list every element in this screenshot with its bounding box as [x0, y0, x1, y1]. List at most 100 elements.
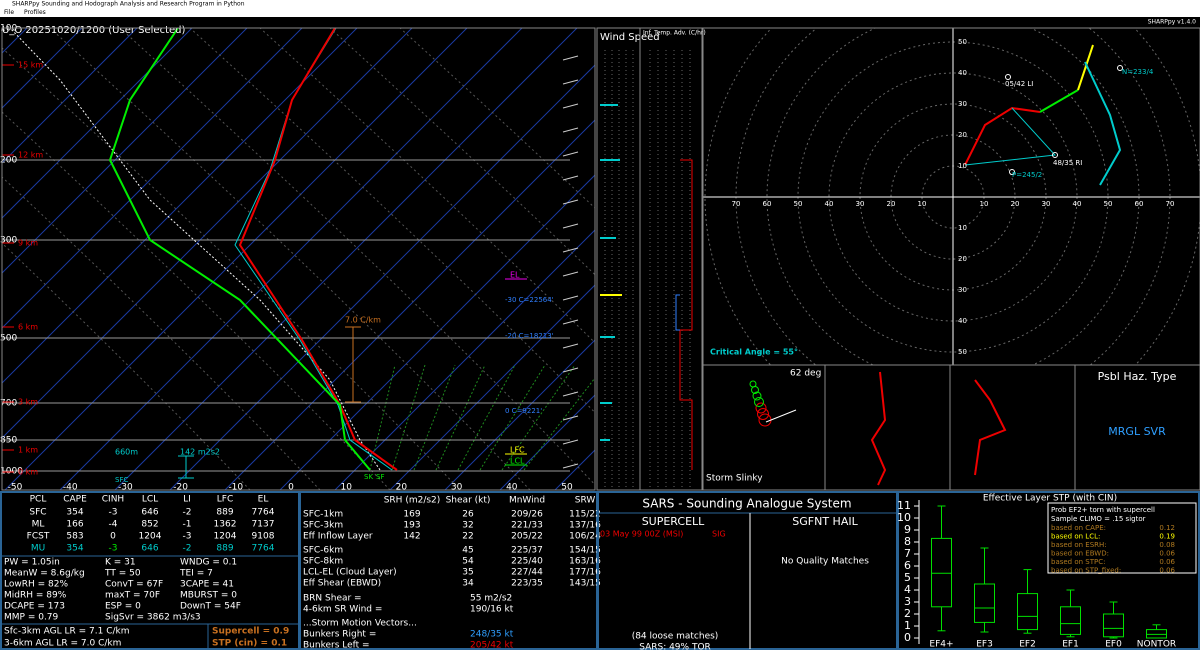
- label: 583: [66, 532, 83, 542]
- label: 169: [403, 510, 420, 520]
- label: 1362: [214, 520, 237, 530]
- label: 889: [216, 544, 233, 554]
- label: SFC-8km: [303, 557, 343, 567]
- label: SF: [376, 473, 384, 481]
- parcel-label: LCL: [510, 457, 525, 466]
- label: 106/24: [569, 532, 601, 542]
- wind-barb: [562, 343, 579, 349]
- isotherm: [334, 229, 595, 490]
- label: 4-6km SR Wind =: [303, 605, 382, 615]
- wind-barb: [562, 151, 579, 157]
- label: DownT = 54F: [180, 602, 241, 612]
- label: MidRH = 89%: [4, 591, 67, 601]
- label: 7764: [252, 544, 275, 554]
- x-tick-label: EF3: [976, 640, 993, 650]
- label: -4: [109, 520, 118, 530]
- level-label: 0 C=9221': [505, 407, 542, 415]
- label: 0.12: [1159, 524, 1175, 532]
- ring-label: 70: [1166, 200, 1175, 208]
- label: 177/16: [569, 568, 601, 578]
- temp-label: -10: [228, 483, 243, 493]
- wind-barb: [562, 103, 579, 109]
- window-title: SHARPpy Sounding and Hodograph Analysis …: [12, 1, 245, 8]
- mixing-line: [413, 364, 456, 471]
- label: ESP = 0: [105, 602, 141, 612]
- label: 646: [141, 508, 158, 518]
- wind-barb: [562, 295, 579, 301]
- label: STP (cin) = 0.1: [212, 639, 287, 649]
- label: CINH: [102, 495, 124, 505]
- isotherm: [2, 28, 248, 274]
- isotherm: [279, 174, 595, 490]
- hodograph-plot: [703, 28, 1200, 365]
- box: [1146, 629, 1167, 639]
- label: 0.06: [1159, 558, 1175, 566]
- ring-label: 40: [958, 317, 967, 325]
- temp-label: -40: [63, 483, 78, 493]
- srw-panel: [949, 364, 1076, 491]
- box: [1017, 593, 1038, 631]
- label: SARS: 49% TOR: [639, 643, 711, 650]
- label: 142 m2s2: [180, 448, 220, 457]
- x-tick-label: EF1: [1062, 640, 1079, 650]
- temperature: [238, 28, 398, 471]
- temp-label: -30: [118, 483, 133, 493]
- temp-label: -20: [173, 483, 188, 493]
- wind-barb: [562, 463, 579, 469]
- menu-item[interactable]: Profiles: [24, 9, 46, 16]
- ring-label: 50: [1104, 200, 1113, 208]
- label: MMP = 0.79: [4, 613, 59, 623]
- y-tick-label: 1: [904, 619, 911, 632]
- label: based on ESRH:: [1051, 541, 1107, 549]
- label: based on CAPE:: [1051, 524, 1106, 532]
- label: N=233/4: [1122, 68, 1154, 76]
- label: 22: [462, 532, 473, 542]
- ring-label: 40: [958, 69, 967, 77]
- label: MRGL SVR: [1108, 425, 1166, 438]
- skewt-title: U_O 20251020/1200 (User Selected): [2, 25, 185, 36]
- label: MeanW = 8.6g/kg: [4, 569, 85, 579]
- y-tick-label: 3: [904, 595, 911, 608]
- wind-barb: [562, 415, 579, 421]
- temp-label: 30: [451, 483, 463, 493]
- label: SigSvr = 3862 m3/s3: [105, 613, 201, 623]
- ring-label: 30: [856, 200, 865, 208]
- dry-adiabat: [2, 242, 251, 490]
- ring-label: 10: [958, 162, 967, 170]
- srw-trace: [974, 379, 1007, 476]
- isotherm: [169, 64, 595, 490]
- temp-adv-panel: [639, 27, 703, 491]
- label: Psbl Haz. Type: [1098, 370, 1177, 383]
- label: 154/15: [569, 546, 601, 556]
- critical-angle: [964, 107, 1057, 166]
- box: [974, 583, 995, 623]
- slinky-panel: [702, 364, 826, 491]
- height-label: 1 km: [18, 446, 38, 455]
- label: SGFNT HAIL: [792, 515, 858, 528]
- wind-barb: [562, 439, 579, 445]
- label: 54: [462, 557, 474, 567]
- label: SRH (m2/s2): [384, 496, 441, 506]
- isotherm: [59, 28, 523, 490]
- label: 3-6km AGL LR = 7.0 C/km: [4, 639, 121, 649]
- level-label: -20 C=18213': [505, 332, 554, 340]
- height-label: 9 km: [18, 239, 38, 248]
- height-label: 0 km: [18, 468, 38, 477]
- label: SFC: [29, 508, 46, 518]
- label: K = 31: [105, 558, 136, 568]
- box: [931, 537, 952, 608]
- label: 0.19: [1159, 533, 1175, 541]
- isotherm: [389, 284, 595, 490]
- label: 48/35 RI: [1053, 159, 1082, 167]
- menu-item[interactable]: File: [4, 9, 14, 16]
- label: SFC-1km: [303, 510, 343, 520]
- slinky-ring: [752, 391, 762, 401]
- height-label: 3 km: [18, 398, 38, 407]
- virtual-temp: [234, 28, 393, 471]
- isotherm: [499, 394, 595, 490]
- profile-panel: [824, 364, 951, 491]
- wind-barb: [562, 199, 579, 205]
- label: MU: [31, 544, 45, 554]
- label: Prob EF2+ torn with supercell: [1051, 506, 1155, 514]
